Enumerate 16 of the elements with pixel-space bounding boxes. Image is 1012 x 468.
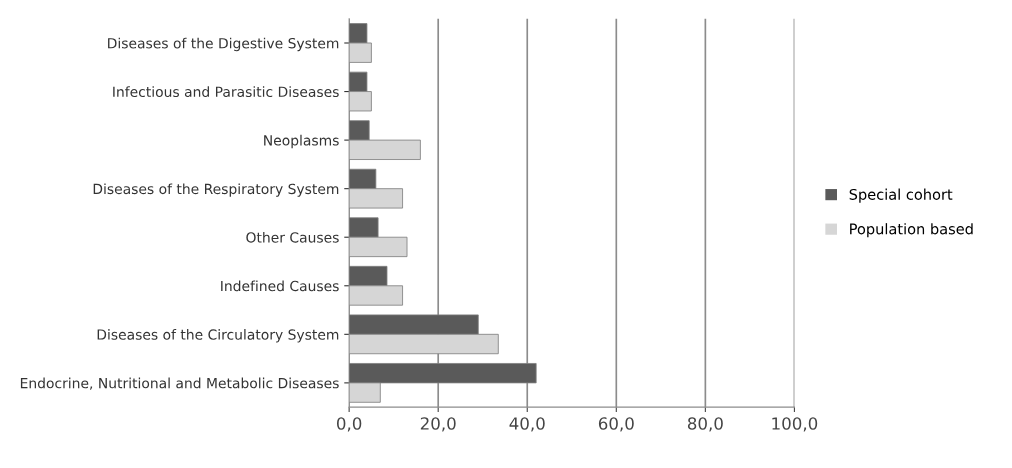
y-tick-label: Other Causes	[246, 231, 339, 243]
legend-label: Population based	[850, 223, 973, 238]
legend-label: Special cohort	[849, 188, 953, 203]
y-tick-label: Neoplasms	[264, 134, 339, 149]
y-tick-label: Diseases of the Circulatory System	[97, 329, 339, 343]
x-tick-label: 40,0	[509, 417, 545, 432]
x-tick-label: 20,0	[420, 417, 456, 432]
x-tick-label: 60,0	[598, 417, 634, 432]
y-tick-label: Diseases of the Digestive System	[108, 37, 339, 52]
x-tick-label: 100,0	[772, 417, 818, 432]
x-tick-label: 80,0	[687, 417, 723, 432]
y-tick-label: Indefined Causes	[221, 280, 339, 292]
y-tick-label: Infectious and Parasitic Diseases	[113, 86, 339, 98]
x-tick-label: 0,0	[336, 417, 362, 432]
y-tick-label: Endocrine, Nutritional and Metabolic Diseases	[20, 377, 339, 390]
y-tick-label: Diseases of the Respiratory System	[93, 183, 339, 197]
